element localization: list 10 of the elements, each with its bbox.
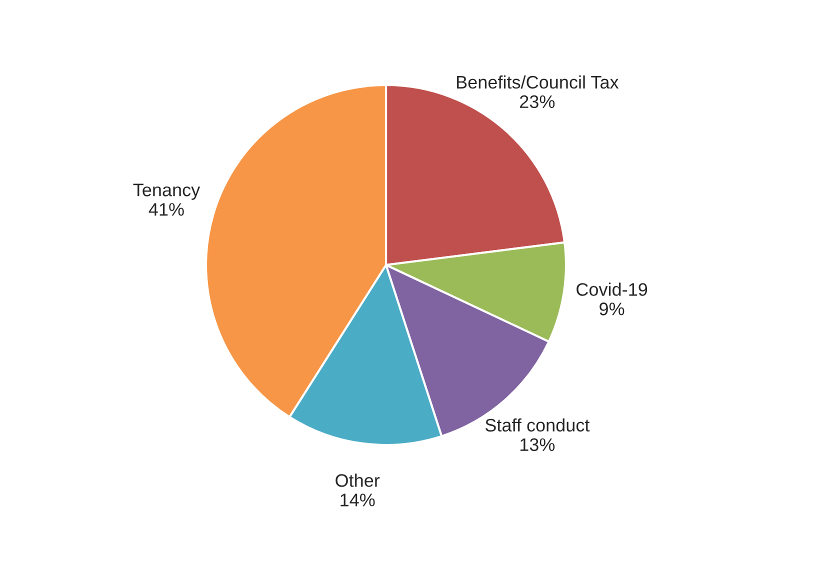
slice-label: Tenancy: [133, 184, 200, 200]
slice-label: Covid-19: [576, 282, 648, 296]
data-label: 9%: [600, 302, 624, 316]
data-label: 23%: [520, 95, 555, 108]
data-label: 41%: [148, 203, 184, 216]
slice-label: Staff conduct: [485, 418, 590, 432]
slice-label: Other: [336, 474, 380, 487]
data-label: 14%: [340, 494, 375, 506]
data-label: 13%: [520, 438, 555, 452]
slice-label: Benefits/Council Tax: [457, 75, 619, 89]
